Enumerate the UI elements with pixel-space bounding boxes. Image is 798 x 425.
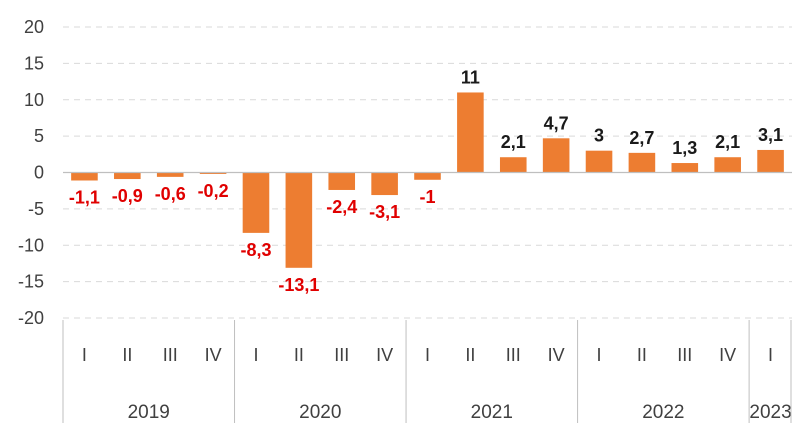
x-category-label: III [334,345,349,365]
y-tick-label: -15 [18,272,44,292]
data-label: -2,4 [326,197,357,217]
bar [328,172,356,190]
x-category-label: II [122,345,132,365]
y-tick-label: -5 [28,199,44,219]
data-label: -8,3 [240,240,271,260]
gridlines [63,26,792,319]
x-group-label: 2019 [128,402,170,423]
data-label: -0,9 [112,186,143,206]
data-label: 2,1 [501,132,526,152]
bar [199,172,227,174]
y-axis-tick-labels: 20 15 10 5 0 -5 -10 -15 -20 [18,17,44,328]
bar [114,172,141,180]
bar [242,172,270,233]
x-category-label: IV [205,345,222,365]
data-label: -0,2 [198,181,229,201]
x-group-label: 2020 [299,402,341,423]
y-tick-label: 10 [24,90,44,110]
data-label: -1,1 [69,188,100,208]
y-tick-label: -20 [18,308,44,328]
bar [499,157,527,173]
bar [628,152,656,173]
x-category-label: I [253,345,258,365]
data-label: 1,3 [672,138,697,158]
y-tick-label: -10 [18,235,44,255]
x-group-label: 2022 [642,402,684,423]
x-category-label: II [465,345,475,365]
x-category-label: IV [376,345,393,365]
bar [71,172,98,181]
data-label: -0,6 [155,184,186,204]
y-tick-label: 15 [24,53,44,73]
bar [542,138,570,173]
data-labels: -1,1 -0,9 -0,6 -0,2 -8,3 -13,1 -2,4 -3,1 -1 11 2,1… [69,67,783,294]
y-tick-label: 20 [24,17,44,37]
bar [285,172,313,268]
y-tick-label: 0 [34,163,44,183]
x-category-label: III [677,345,692,365]
data-label: 3,1 [758,125,783,145]
data-label: 2,1 [715,132,740,152]
bar [714,157,741,173]
bar [371,172,398,196]
x-category-label: III [506,345,521,365]
data-label: 4,7 [544,113,569,133]
bar [414,172,441,180]
x-category-label: II [294,345,304,365]
bar [757,149,784,173]
data-label: 3 [594,126,604,146]
data-label: 2,7 [629,128,654,148]
data-label: -1 [419,187,435,207]
x-category-label: I [82,345,87,365]
bar [156,172,184,177]
x-group-label: 2021 [471,402,513,423]
y-tick-label: 5 [34,126,44,146]
bar [671,163,699,173]
x-category-label: IV [548,345,565,365]
x-group-label: 2023 [749,402,791,423]
bars [71,92,784,268]
x-category-label: I [597,345,602,365]
x-category-label: IV [719,345,736,365]
x-category-label: I [768,345,773,365]
data-label: -3,1 [369,202,400,222]
data-label: 11 [461,67,480,87]
data-label: -13,1 [278,275,319,295]
bar [585,150,613,173]
x-category-label: II [637,345,647,365]
x-category-label: III [163,345,178,365]
x-category-label: I [425,345,430,365]
bar [457,92,484,173]
